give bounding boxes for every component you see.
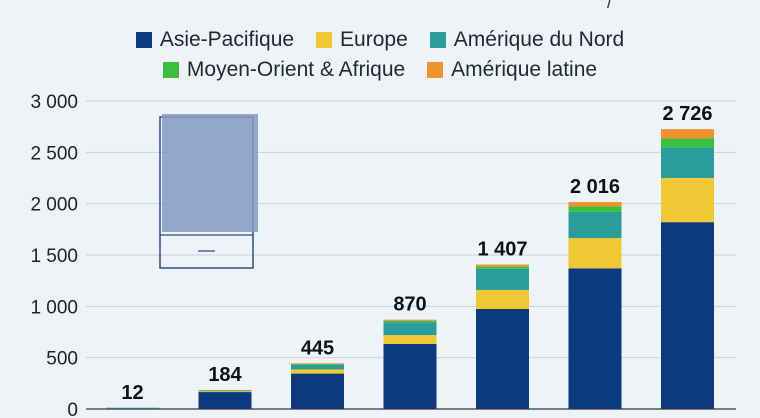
y-tick-label: 3 000: [30, 92, 78, 113]
bar-segment: [291, 373, 344, 409]
legend-swatch: [162, 62, 179, 78]
bar-segment: [198, 392, 252, 409]
y-tick-label: 2 500: [30, 143, 78, 164]
legend: Asie-Pacifique Europe Amérique du Nord M…: [0, 28, 760, 82]
bar-segment: [476, 266, 529, 269]
bar-segment: [661, 138, 714, 148]
bar-segment: [568, 268, 622, 409]
legend-swatch: [427, 62, 444, 78]
bar-segment: [568, 238, 622, 269]
legend-label: Asie-Pacifique: [159, 28, 295, 51]
legend-item-europe: Europe: [316, 28, 408, 52]
bar-segment: [383, 322, 437, 336]
legend-row-1: Asie-Pacifique Europe Amérique du Nord: [135, 28, 625, 52]
bar-segment: [568, 211, 622, 239]
legend-row-2: Moyen-Orient & Afrique Amérique latine: [162, 58, 597, 82]
bar-segment: [383, 320, 437, 323]
bar-segment: [476, 264, 529, 267]
legend-swatch: [135, 32, 152, 48]
bar-segment: [568, 202, 622, 207]
legend-item-amerique-latine: Amérique latine: [427, 58, 597, 82]
data-label: 184: [208, 364, 242, 386]
bar-segment: [198, 390, 252, 392]
bar-segment: [661, 178, 714, 223]
data-label: 870: [393, 294, 426, 316]
legend-swatch: [429, 32, 446, 48]
bar-segment: [661, 222, 714, 409]
bar-segment: [568, 206, 622, 212]
legend-item-asie-pacifique: Asie-Pacifique: [135, 28, 295, 52]
legend-item-moyen-orient-afrique: Moyen-Orient & Afrique: [162, 58, 406, 82]
y-tick-label: 1 000: [30, 297, 78, 318]
overlay-fill: [162, 114, 258, 232]
bar-segment: [661, 129, 714, 139]
y-tick-label: 0: [67, 400, 78, 418]
y-tick-label: 500: [46, 349, 78, 370]
y-tick-label: 1 500: [30, 246, 78, 267]
header-fragment: /: [606, 0, 612, 12]
bar-segment: [291, 364, 344, 370]
legend-label: Moyen-Orient & Afrique: [186, 58, 406, 81]
legend-swatch: [316, 32, 333, 48]
bar-segment: [476, 308, 529, 409]
bar-segment: [383, 343, 437, 409]
data-label: 1 407: [477, 239, 527, 261]
bar-segment: [106, 407, 159, 409]
bar-segment: [476, 268, 529, 290]
legend-label: Amérique du Nord: [453, 28, 625, 51]
bar-segment: [383, 335, 437, 344]
bar-segment: [383, 319, 437, 321]
data-label: 12: [121, 382, 143, 404]
data-label: 445: [301, 337, 334, 359]
bar-segment: [198, 390, 252, 391]
data-label: 2 726: [662, 103, 712, 125]
legend-label: Amérique latine: [451, 58, 598, 81]
bar-segment: [291, 364, 344, 365]
y-tick-label: 2 000: [30, 195, 78, 216]
bar-segment: [106, 407, 159, 409]
bar-segment: [198, 391, 252, 393]
bar-segment: [661, 147, 714, 178]
legend-label: Europe: [340, 28, 408, 51]
data-label: 2 016: [570, 176, 620, 198]
bar-segment: [291, 363, 344, 365]
bar-segment: [476, 289, 529, 309]
document-overlay-icon: [159, 114, 258, 269]
legend-item-amerique-du-nord: Amérique du Nord: [429, 28, 625, 52]
bar-segment: [291, 369, 344, 374]
